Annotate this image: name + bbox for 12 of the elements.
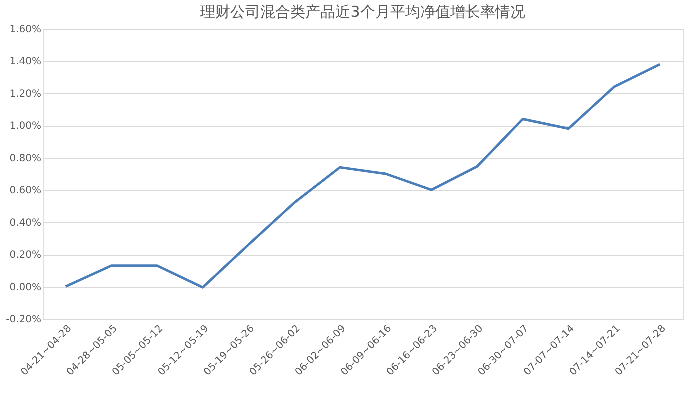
y-tick-label: 1.60%	[10, 24, 42, 36]
y-tick-label: 1.40%	[10, 56, 42, 68]
y-tick-label: -0.20%	[6, 314, 42, 326]
y-tick-label: 0.60%	[10, 186, 42, 197]
line-series	[64, 63, 662, 289]
y-tick-label: 0.00%	[10, 282, 42, 294]
y-tick-label: 0.20%	[10, 250, 42, 262]
chart-title: 理财公司混合类产品近3个月平均净值增长率情况	[200, 3, 526, 21]
y-tick-label: 0.40%	[10, 218, 42, 229]
y-tick-label: 0.80%	[10, 153, 42, 164]
y-tick-label: 1.00%	[10, 121, 42, 132]
y-tick-label: 1.20%	[10, 88, 42, 100]
